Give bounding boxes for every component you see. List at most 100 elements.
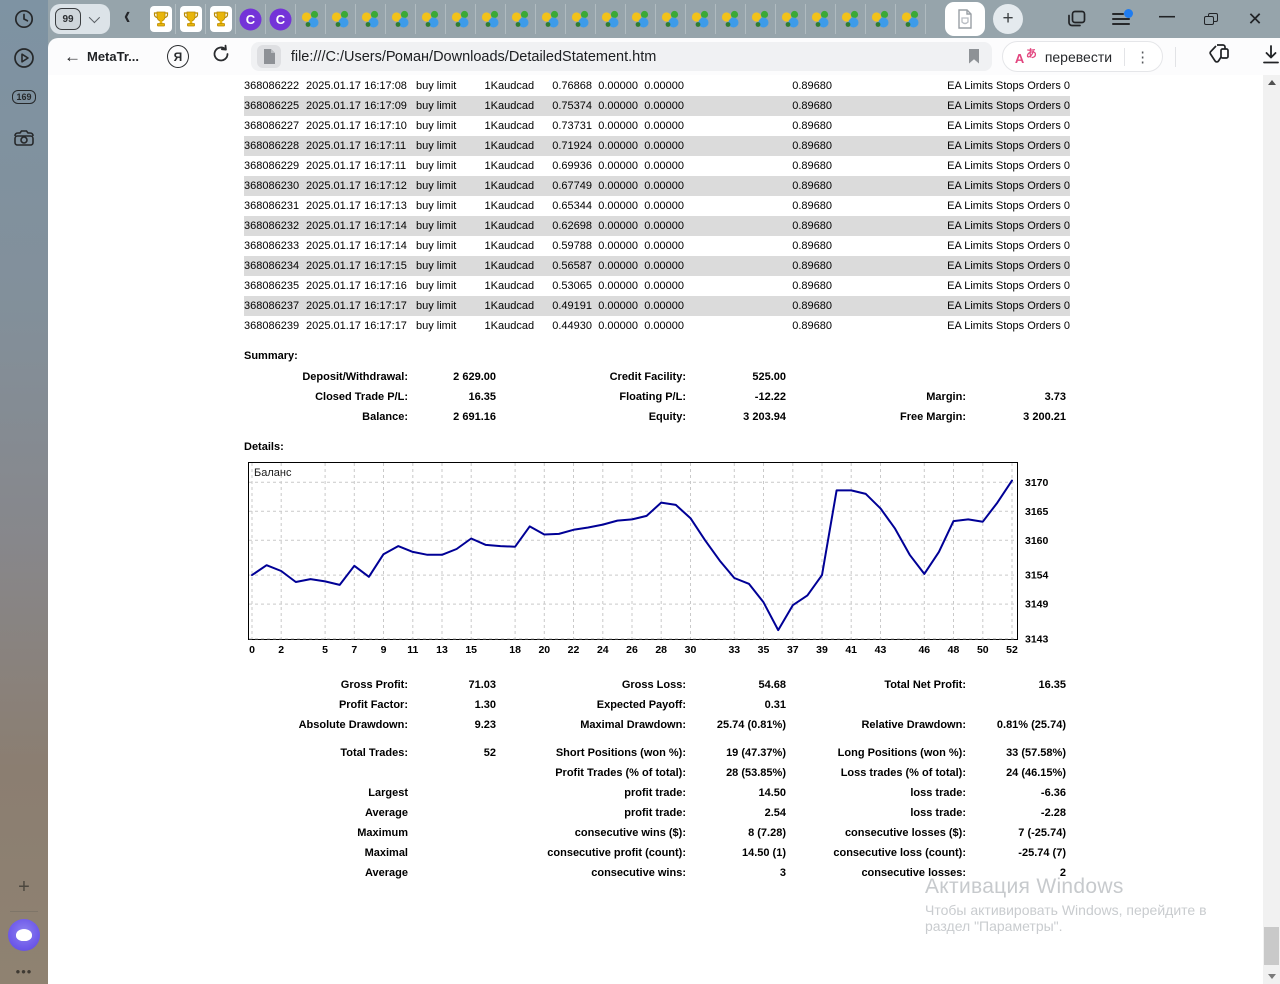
- grid-row: Maximal consecutive profit (count): 14.50 …: [244, 843, 1070, 863]
- stat-label: loss trade:: [910, 787, 966, 799]
- metatrader-icon[interactable]: [746, 4, 776, 34]
- grid-row: Total Trades: 52 Short Positions (won %): 1…: [244, 743, 1070, 763]
- minimize-button[interactable]: —: [1159, 8, 1175, 25]
- stat-value: 14.50: [758, 787, 786, 799]
- table-cell: [684, 136, 764, 156]
- table-cell: 0.00000: [644, 160, 684, 172]
- trophy-icon[interactable]: [176, 4, 206, 34]
- metatrader-icon[interactable]: [656, 4, 686, 34]
- table-cell: [684, 76, 764, 96]
- table-cell: 0.00000: [598, 160, 638, 172]
- table-cell: 2025.01.17 16:17:14: [306, 240, 407, 252]
- table-cell: audcad: [498, 80, 535, 92]
- table-cell: [832, 276, 944, 296]
- table-row: 368086235 2025.01.17 16:17:16 buy limit 1K a…: [244, 276, 1070, 296]
- play-icon[interactable]: [0, 46, 48, 70]
- refresh-icon[interactable]: [211, 44, 231, 69]
- file-icon: [256, 45, 281, 68]
- new-tab-button[interactable]: +: [993, 4, 1023, 34]
- tab-strip-back-icon[interactable]: ‹: [124, 2, 131, 31]
- metatrader-icon[interactable]: [896, 4, 926, 34]
- metatrader-icon[interactable]: [566, 4, 596, 34]
- svg-text:46: 46: [918, 644, 930, 656]
- metatrader-icon[interactable]: [386, 4, 416, 34]
- screenshot-icon[interactable]: [0, 128, 48, 150]
- table-cell: [832, 176, 944, 196]
- sidebar-more-icon[interactable]: •••: [15, 964, 33, 979]
- scroll-down-icon[interactable]: [1263, 969, 1280, 984]
- metatrader-icon[interactable]: [806, 4, 836, 34]
- tabs-count-label: 169: [12, 90, 36, 104]
- maximize-button[interactable]: [1204, 13, 1218, 25]
- scrollbar-thumb[interactable]: [1264, 927, 1279, 965]
- table-cell: 0.00000: [592, 296, 638, 316]
- history-icon[interactable]: [0, 8, 48, 30]
- url-field[interactable]: file:///C:/Users/Роман/Downloads/Detaile…: [250, 42, 992, 71]
- metatrader-icon[interactable]: [596, 4, 626, 34]
- metatrader-icon[interactable]: [506, 4, 536, 34]
- address-bar: ← MetaTr... Я file:///C:/Users/Роман/Dow…: [48, 38, 1280, 75]
- table-cell: 368086231: [244, 200, 300, 212]
- metatrader-icon[interactable]: [476, 4, 506, 34]
- extensions-tag-icon[interactable]: [1208, 43, 1232, 70]
- table-cell: buy limit: [416, 176, 478, 196]
- purple-c-icon[interactable]: C: [236, 4, 266, 34]
- close-button[interactable]: ✕: [1247, 8, 1263, 29]
- stat-label: Gross Profit:: [340, 679, 408, 691]
- metatrader-icon[interactable]: [446, 4, 476, 34]
- metatrader-icon[interactable]: [716, 4, 746, 34]
- summary-label: Free Margin:: [899, 411, 966, 423]
- balance-chart: 3170 3165 3160 3154 3149 3143 0 2 5 7 9 11 13 15 18 20 2…: [244, 462, 1070, 662]
- table-cell: 0.00000: [592, 216, 638, 236]
- download-icon[interactable]: [1262, 44, 1280, 69]
- scroll-up-icon[interactable]: [1263, 75, 1280, 90]
- panels-icon[interactable]: [1067, 10, 1086, 28]
- table-cell: 1K: [484, 80, 498, 92]
- tabs-count-badge[interactable]: 169: [0, 90, 48, 104]
- metatrader-icon[interactable]: [866, 4, 896, 34]
- table-row: 368086222 2025.01.17 16:17:08 buy limit 1K a…: [244, 76, 1070, 96]
- translate-options-icon[interactable]: ⋮: [1135, 48, 1151, 66]
- table-cell: 0.00000: [644, 240, 684, 252]
- yandex-search-icon[interactable]: Я: [167, 45, 189, 68]
- purple-c-icon[interactable]: C: [266, 4, 296, 34]
- metatrader-icon[interactable]: [326, 4, 356, 34]
- summary-label: Closed Trade P/L:: [315, 391, 408, 403]
- tab-counter-pill[interactable]: 99: [50, 4, 110, 34]
- stat-value: 3: [779, 867, 786, 879]
- stat-label: consecutive loss (count):: [833, 847, 966, 859]
- stat-label: Relative Drawdown:: [861, 719, 966, 731]
- active-tab[interactable]: [945, 2, 985, 36]
- stat-value: 1.30: [474, 699, 496, 711]
- metatrader-icon[interactable]: [356, 4, 386, 34]
- metatrader-icon[interactable]: [296, 4, 326, 34]
- metatrader-icon[interactable]: [686, 4, 716, 34]
- metatrader-icon[interactable]: [836, 4, 866, 34]
- table-cell: 0.75374: [546, 96, 592, 116]
- back-button[interactable]: ← MetaTr...: [64, 47, 139, 67]
- tab-counter: 99: [55, 8, 81, 30]
- bookmark-icon[interactable]: [968, 49, 980, 69]
- table-cell: [684, 156, 764, 176]
- svg-text:48: 48: [948, 644, 960, 656]
- metatrader-icon[interactable]: [776, 4, 806, 34]
- menu-icon[interactable]: [1112, 9, 1133, 26]
- metatrader-icon[interactable]: [536, 4, 566, 34]
- table-cell: EA Limits Stops Orders 0: [947, 320, 1070, 332]
- trophy-icon[interactable]: [206, 4, 236, 34]
- table-cell: audcad: [498, 136, 546, 156]
- table-row: 368086227 2025.01.17 16:17:10 buy limit 1K a…: [244, 116, 1070, 136]
- vertical-scrollbar[interactable]: [1263, 75, 1280, 984]
- trophy-icon[interactable]: [146, 4, 176, 34]
- alice-assistant-icon[interactable]: [8, 919, 40, 951]
- table-row: 368086233 2025.01.17 16:17:14 buy limit 1K a…: [244, 236, 1070, 256]
- table-cell: 368086228: [244, 136, 306, 156]
- sidebar-add-icon[interactable]: +: [18, 876, 30, 898]
- table-cell: [832, 76, 944, 96]
- table-row: 368086230 2025.01.17 16:17:12 buy limit 1K a…: [244, 176, 1070, 196]
- grid-row: Closed Trade P/L: 16.35 Floating P/L: -12.2…: [244, 387, 1070, 407]
- metatrader-icon[interactable]: [416, 4, 446, 34]
- metatrader-icon[interactable]: [626, 4, 656, 34]
- table-cell: 0.89680: [764, 216, 832, 236]
